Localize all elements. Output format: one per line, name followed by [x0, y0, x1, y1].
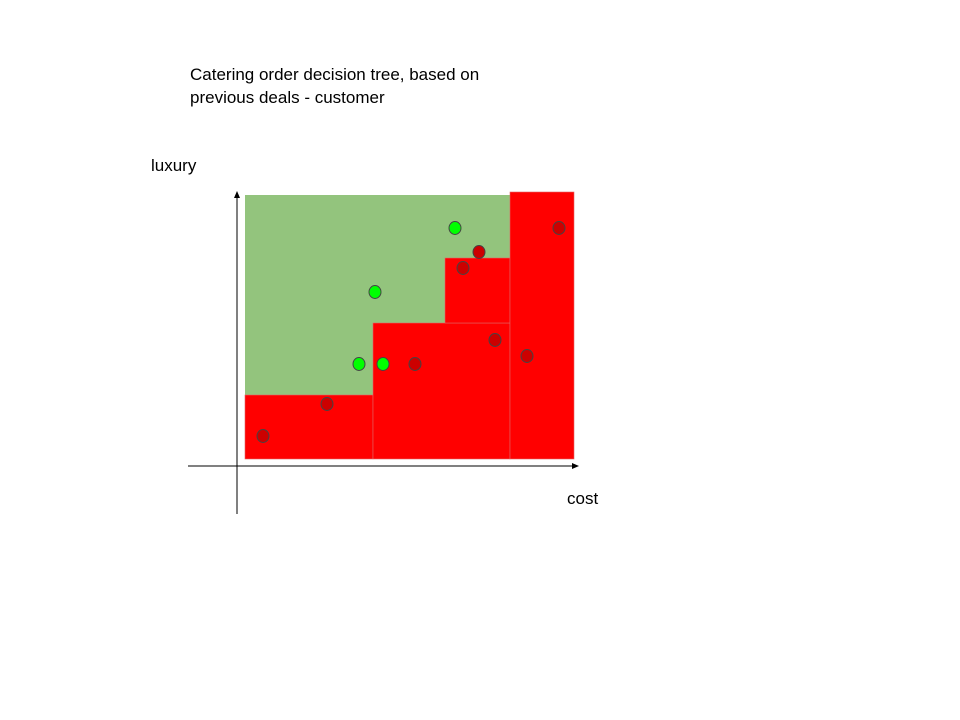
- data-point-accept: [448, 221, 462, 235]
- region-reject-mid: [372, 322, 511, 460]
- data-point-accept: [368, 285, 382, 299]
- diagram-title: Catering order decision tree, based on p…: [190, 63, 550, 109]
- title-line-2: previous deals - customer: [190, 88, 385, 107]
- title-line-1: Catering order decision tree, based on: [190, 65, 480, 84]
- data-point-reject: [320, 397, 334, 411]
- data-point-reject: [408, 357, 422, 371]
- regions-layer: [244, 191, 575, 460]
- region-reject-low: [244, 394, 374, 460]
- data-point-accept: [376, 357, 390, 371]
- region-reject-right: [509, 191, 575, 460]
- data-point-reject: [520, 349, 534, 363]
- region-reject-upper: [444, 257, 511, 324]
- data-point-reject: [488, 333, 502, 347]
- x-axis-label: cost: [567, 489, 599, 508]
- axes-layer: [188, 191, 579, 514]
- data-point-reject: [256, 429, 270, 443]
- data-point-reject: [472, 245, 486, 259]
- data-point-accept: [352, 357, 366, 371]
- points-layer: [256, 221, 566, 443]
- y-axis-label: luxury: [151, 156, 197, 175]
- data-point-reject: [456, 261, 470, 275]
- data-point-reject: [552, 221, 566, 235]
- y-axis-arrow: [234, 191, 240, 198]
- x-axis-arrow: [572, 463, 579, 469]
